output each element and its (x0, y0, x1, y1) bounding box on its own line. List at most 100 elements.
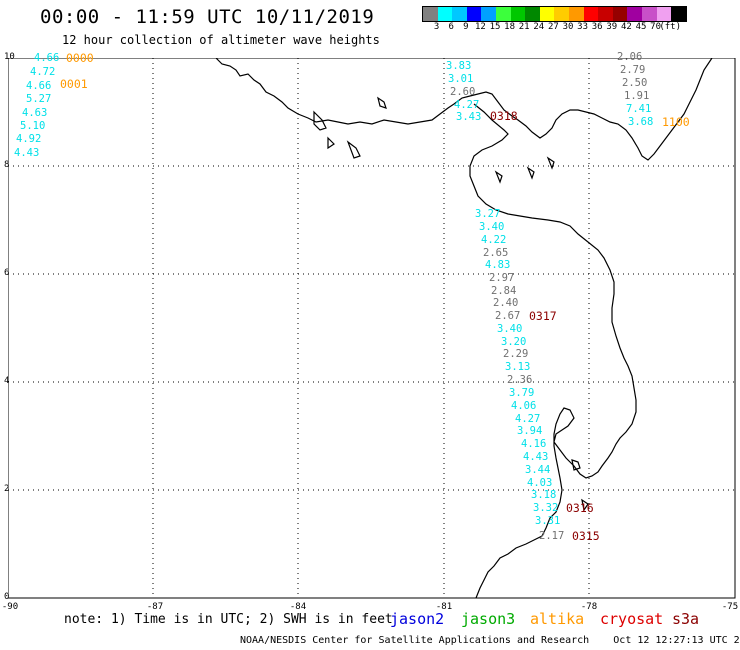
map-plot (8, 58, 736, 599)
colorbar-swatch (641, 7, 657, 21)
wave-height-value: 4.66 (26, 80, 52, 92)
colorbar-swatch (568, 7, 584, 21)
wave-height-value: 2.36 (507, 374, 533, 386)
wave-height-value: 2.67 (495, 310, 521, 322)
wave-height-value: 4.66 (34, 52, 60, 64)
time-label: 0317 (529, 309, 557, 323)
time-label: 0316 (566, 501, 594, 515)
wave-height-value: 4.72 (30, 66, 56, 78)
wave-height-value: 2.79 (620, 64, 646, 76)
wave-height-value: 4.43 (523, 451, 549, 463)
y-tick-label: 0 (4, 592, 10, 602)
wave-height-value: 4.92 (16, 133, 42, 145)
wave-height-value: 3.18 (531, 489, 557, 501)
colorbar-swatch (539, 7, 555, 21)
wave-height-value: 3.01 (448, 73, 474, 85)
coastline (215, 58, 713, 599)
wave-height-value: 3.32 (533, 502, 559, 514)
colorbar-tick: 3 (433, 22, 440, 32)
wave-height-value: 3.31 (535, 515, 561, 527)
y-tick-label: 6 (4, 268, 10, 278)
wave-height-value: 7.41 (626, 103, 652, 115)
legend-s3a: s3a (672, 610, 700, 628)
wave-height-value: 5.10 (20, 120, 46, 132)
y-tick-label: 10 (4, 52, 15, 62)
colorbar-swatch (510, 7, 526, 21)
wave-height-value: 2.06 (617, 51, 643, 63)
colorbar-tick: 70 (650, 22, 662, 32)
x-tick-label: -78 (580, 602, 598, 612)
colorbar-tick: 39 (606, 22, 618, 32)
map-frame (8, 58, 736, 599)
legend-altika: altika (530, 610, 585, 628)
y-tick-label: 8 (4, 160, 10, 170)
colorbar-swatch (612, 7, 628, 21)
y-tick-label: 4 (4, 376, 10, 386)
wave-height-value: 3.94 (517, 425, 543, 437)
colorbar-swatch (452, 7, 467, 21)
colorbar-tick: 18 (504, 22, 516, 32)
colorbar-swatch (656, 7, 672, 21)
wave-height-value: 3.40 (479, 221, 505, 233)
legend-jason3: jason3 (461, 610, 516, 628)
colorbar-tick: 36 (591, 22, 603, 32)
time-label: 1100 (662, 115, 690, 129)
colorbar-swatch (481, 7, 496, 21)
wave-height-value: 3.20 (501, 336, 527, 348)
wave-height-value: 4.22 (481, 234, 507, 246)
colorbar-tick: 42 (620, 22, 632, 32)
wave-height-value: 2.60 (450, 86, 476, 98)
colorbar-swatch (423, 7, 438, 21)
wave-height-value: 3.79 (509, 387, 535, 399)
colorbar-swatch (437, 7, 453, 21)
colorbar-tick: 15 (489, 22, 501, 32)
x-tick-label: -84 (289, 602, 307, 612)
colorbar-swatch (671, 7, 686, 21)
wave-height-value: 4.63 (22, 107, 48, 119)
wave-height-value: 1.91 (624, 90, 650, 102)
colorbar-tick: 27 (547, 22, 559, 32)
legend-cryosat: cryosat (600, 610, 664, 628)
map-title: 00:00 - 11:59 UTC 10/11/2019 (40, 6, 375, 28)
wave-height-value: 2.40 (493, 297, 519, 309)
time-label: 0318 (490, 109, 518, 123)
wave-height-value: 3.27 (475, 208, 501, 220)
wave-height-value: 4.06 (511, 400, 537, 412)
x-tick-label: -81 (435, 602, 453, 612)
colorbar-tick: 6 (448, 22, 454, 32)
wave-height-value: 2.84 (491, 285, 517, 297)
colorbar-tick: 24 (533, 22, 545, 32)
wave-height-value: 3.44 (525, 464, 551, 476)
colorbar-swatch (583, 7, 599, 21)
wave-height-value: 4.16 (521, 438, 547, 450)
colorbar-tick: 30 (562, 22, 574, 32)
wave-height-value: 3.13 (505, 361, 531, 373)
colorbar-swatch (598, 7, 613, 21)
colorbar-swatch (495, 7, 511, 21)
x-tick-label: -75 (721, 602, 739, 612)
wave-height-value: 2.29 (503, 348, 529, 360)
wave-height-value: 2.97 (489, 272, 515, 284)
colorbar-tick: 21 (518, 22, 530, 32)
wave-height-value: 3.43 (456, 111, 482, 123)
units-note: note: 1) Time is in UTC; 2) SWH is in fe… (64, 612, 393, 627)
wave-height-value: 4.43 (14, 147, 40, 159)
wave-height-value: 5.27 (26, 93, 52, 105)
wave-height-value: 2.50 (622, 77, 648, 89)
wave-height-value: 2.17 (539, 530, 565, 542)
wave-height-value: 4.27 (454, 99, 480, 111)
colorbar-tick: 12 (474, 22, 486, 32)
x-tick-label: -87 (146, 602, 164, 612)
footer-credit: NOAA/NESDIS Center for Satellite Applica… (240, 635, 740, 646)
time-label: 0000 (66, 51, 94, 65)
colorbar-tick-labels: 3 6 9 12 15 18 21 24 27 30 33 36 39 42 45 70 (ft) (422, 22, 740, 34)
colorbar-swatch (525, 7, 540, 21)
colorbar-swatch (466, 7, 482, 21)
colorbar-tick: 33 (577, 22, 589, 32)
wave-height-value: 4.83 (485, 259, 511, 271)
map-subtitle: 12 hour collection of altimeter wave hei… (62, 33, 380, 47)
wave-height-value: 3.40 (497, 323, 523, 335)
legend-jason2: jason2 (390, 610, 445, 628)
colorbar-tick: 9 (463, 22, 469, 32)
y-tick-label: 2 (4, 484, 10, 494)
